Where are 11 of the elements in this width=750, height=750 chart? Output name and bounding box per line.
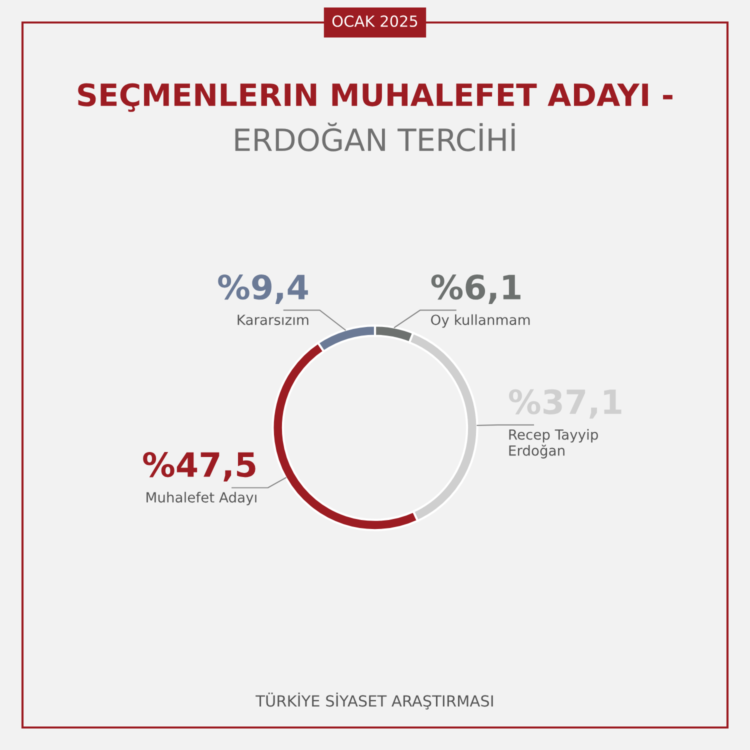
slice-label: Muhalefet Adayı xyxy=(146,492,256,506)
chart-subtitle: ERDOĞAN TERCİHİ xyxy=(235,122,515,152)
data-label: %6,1 xyxy=(431,274,520,304)
chart-title: SEÇMENLERIN MUHALEFET ADAYI - xyxy=(78,83,672,112)
text: TÜRKİYE SİYASET ARAŞTIRMASI xyxy=(256,692,493,710)
slice-label: Oy kullanmam xyxy=(431,314,530,328)
data-label: %47,5 xyxy=(143,452,256,482)
slice-label: Kararsızım xyxy=(238,314,308,326)
data-label: %9,4 xyxy=(218,274,308,304)
text: OCAK 2025 xyxy=(332,15,418,27)
slice-label: Recep Tayyip Erdoğan xyxy=(509,429,598,458)
